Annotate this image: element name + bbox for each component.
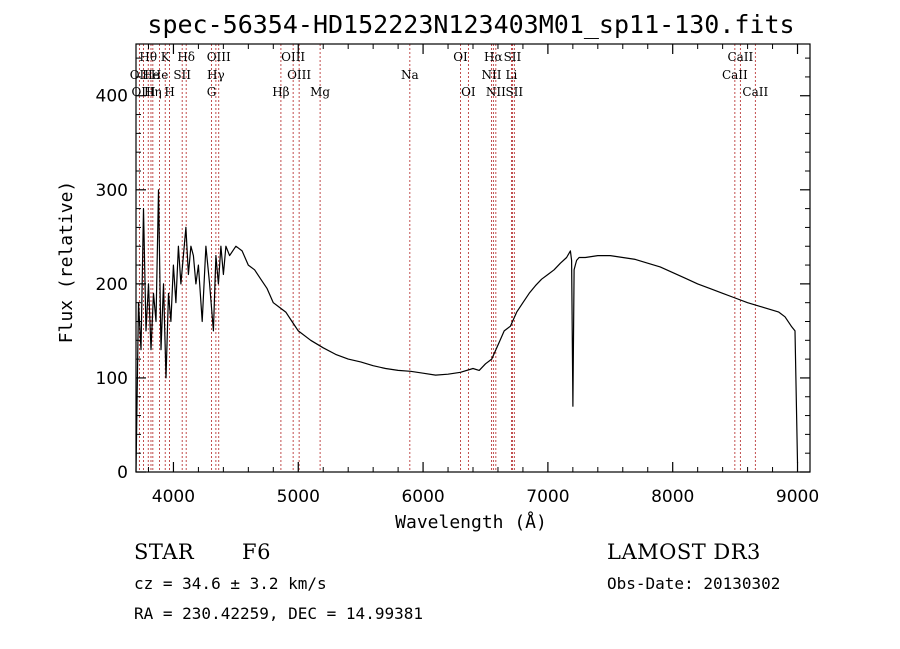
line-label: SII bbox=[173, 68, 191, 82]
line-label: SII bbox=[504, 50, 522, 64]
line-label: Mg bbox=[310, 85, 330, 99]
line-label: K bbox=[161, 50, 171, 64]
line-label: OII bbox=[130, 68, 150, 82]
line-label: OI bbox=[461, 85, 476, 99]
plot-frame bbox=[135, 43, 811, 473]
redshift-value: cz = 34.6 ± 3.2 km/s bbox=[134, 574, 327, 593]
line-label: Hη bbox=[144, 85, 162, 99]
spectrum-plot: spec-56354-HD152223N123403M01_sp11-130.f… bbox=[56, 10, 819, 533]
survey-name: LAMOST DR3 bbox=[607, 540, 761, 564]
x-tick-label: 4000 bbox=[152, 487, 195, 507]
x-tick-label: 5000 bbox=[277, 487, 320, 507]
object-subclass: F6 bbox=[242, 540, 271, 564]
spectrum-line bbox=[135, 189, 799, 473]
x-axis-ticks: 4000 5000 6000 7000 8000 9000 bbox=[147, 44, 819, 507]
line-label: Hθ bbox=[139, 50, 157, 64]
line-label: Hγ bbox=[207, 68, 225, 82]
chart-title: spec-56354-HD152223N123403M01_sp11-130.f… bbox=[147, 10, 794, 39]
line-label: He bbox=[142, 68, 160, 82]
line-label: Hδ bbox=[177, 50, 195, 64]
y-tick-label: 0 bbox=[117, 463, 128, 483]
y-tick-label: 100 bbox=[96, 369, 128, 389]
line-label: OIII bbox=[287, 68, 311, 82]
line-label: SII bbox=[505, 85, 523, 99]
line-label: Hβ bbox=[272, 85, 289, 99]
line-label: G bbox=[207, 85, 217, 99]
object-class: STAR bbox=[134, 540, 195, 564]
line-markers bbox=[138, 44, 756, 472]
line-label: OIII bbox=[207, 50, 231, 64]
y-tick-label: 300 bbox=[96, 181, 128, 201]
x-tick-label: 6000 bbox=[401, 487, 444, 507]
y-axis-ticks: 0 100 200 300 400 bbox=[96, 57, 810, 483]
line-label: Na bbox=[401, 68, 419, 82]
line-label: CaII bbox=[722, 68, 748, 82]
y-tick-label: 200 bbox=[96, 275, 128, 295]
x-tick-label: 8000 bbox=[651, 487, 694, 507]
line-label: NII bbox=[486, 85, 506, 99]
line-label: CaII bbox=[742, 85, 768, 99]
line-label: H bbox=[164, 85, 174, 99]
line-label: He bbox=[151, 68, 169, 82]
line-label: OIII bbox=[281, 50, 305, 64]
line-label: Hα bbox=[484, 50, 503, 64]
line-label: Li bbox=[506, 68, 518, 82]
coordinates: RA = 230.42259, DEC = 14.99381 bbox=[134, 604, 423, 623]
x-tick-label: 9000 bbox=[776, 487, 819, 507]
line-label: OI bbox=[453, 50, 468, 64]
x-tick-label: 7000 bbox=[526, 487, 569, 507]
y-axis-label: Flux (relative) bbox=[56, 181, 77, 344]
y-tick-label: 400 bbox=[96, 87, 128, 107]
line-label: NII bbox=[481, 68, 501, 82]
observation-date: Obs-Date: 20130302 bbox=[607, 574, 781, 593]
x-axis-label: Wavelength (Å) bbox=[395, 511, 547, 533]
line-label: CaII bbox=[727, 50, 753, 64]
